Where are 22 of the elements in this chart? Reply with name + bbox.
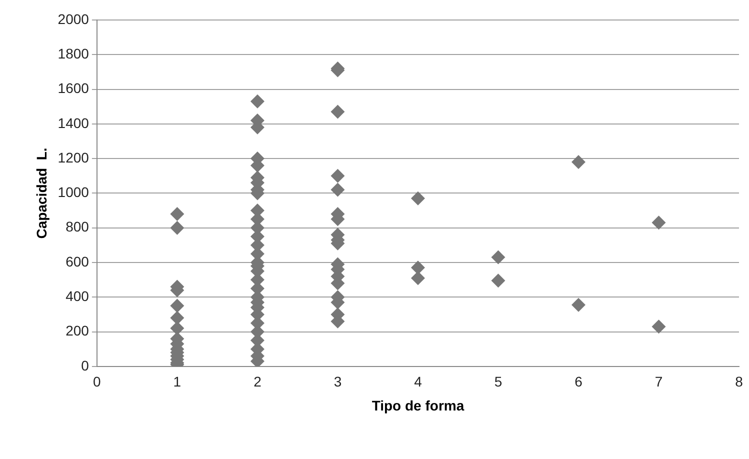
y-tick-label: 0	[81, 357, 90, 374]
x-tick-label: 7	[654, 374, 663, 390]
y-tick-label: 600	[66, 253, 90, 270]
y-tick-label: 400	[66, 288, 90, 304]
y-tick-label: 200	[66, 322, 90, 339]
y-tick-label: 2000	[58, 10, 90, 27]
y-tick-label: 800	[66, 218, 90, 235]
x-axis-title: Tipo de forma	[372, 397, 464, 414]
y-tick-label: 1600	[58, 80, 90, 96]
y-tick-label: 1000	[58, 184, 90, 200]
x-tick-label: 0	[93, 374, 102, 390]
x-tick-label: 5	[494, 374, 502, 390]
y-axis-title: Capacidad L.	[33, 148, 50, 239]
y-tick-label: 1400	[58, 114, 90, 131]
x-tick-label: 6	[574, 374, 583, 390]
x-tick-label: 2	[254, 374, 262, 390]
x-tick-label: 4	[414, 374, 422, 390]
x-tick-label: 1	[173, 374, 182, 390]
x-tick-label: 3	[334, 374, 342, 390]
y-tick-label: 1800	[58, 46, 90, 62]
y-tick-label: 1200	[58, 149, 90, 166]
x-tick-label: 8	[735, 374, 744, 390]
